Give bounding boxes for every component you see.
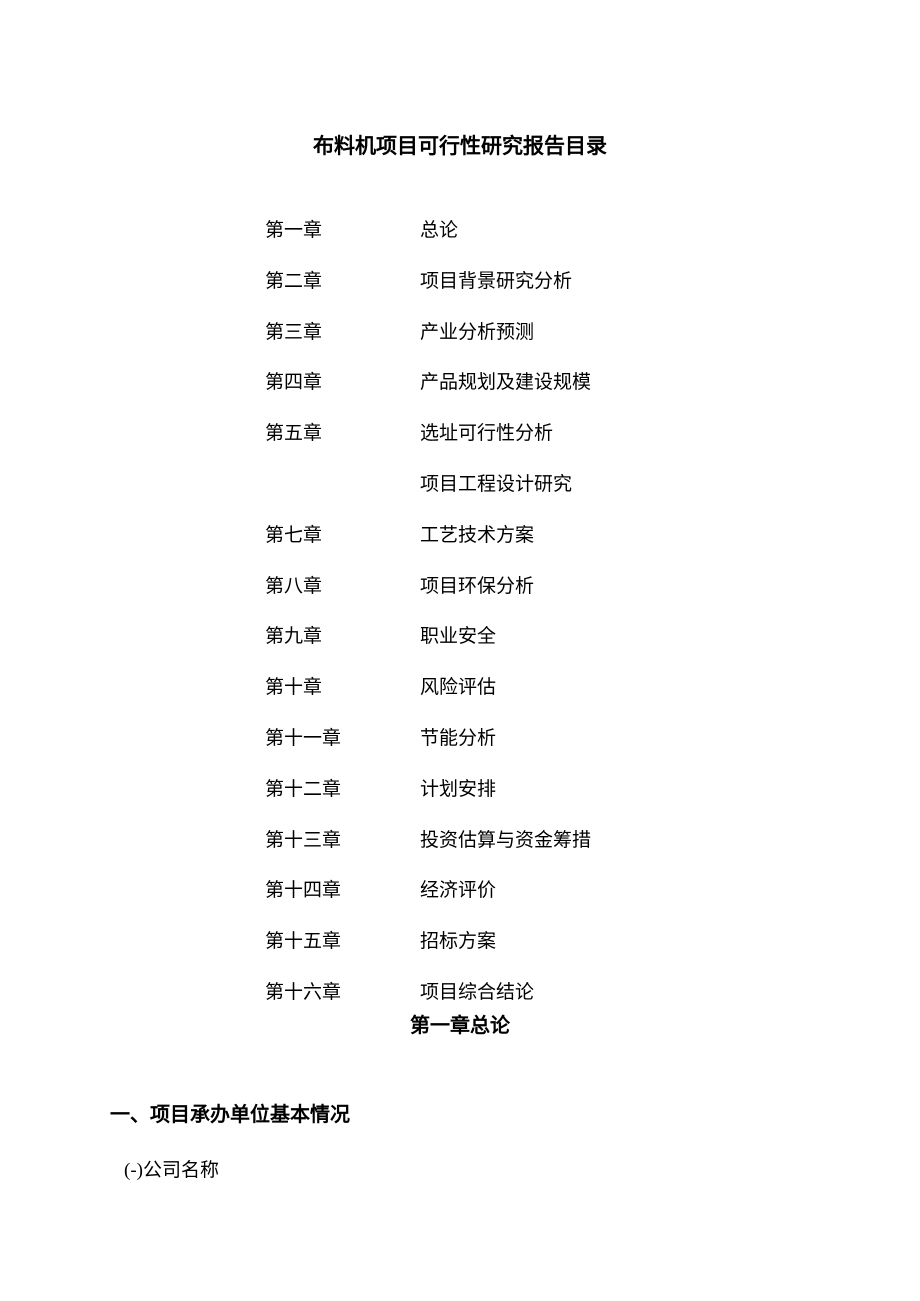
toc-chapter-label: 第一章	[265, 220, 420, 243]
table-of-contents: 第一章 总论 第二章 项目背景研究分析 第三章 产业分析预测 第四章 产品规划及…	[265, 220, 810, 1005]
toc-chapter-label: 第七章	[265, 525, 420, 548]
toc-item-title: 项目背景研究分析	[420, 271, 810, 294]
toc-item-title: 计划安排	[420, 779, 810, 802]
toc-row: 项目工程设计研究	[265, 474, 810, 497]
toc-item-title: 风险评估	[420, 677, 810, 700]
toc-row: 第十六章 项目综合结论	[265, 982, 810, 1005]
toc-row: 第三章 产业分析预测	[265, 322, 810, 345]
toc-row: 第十章 风险评估	[265, 677, 810, 700]
toc-row: 第七章 工艺技术方案	[265, 525, 810, 548]
toc-row: 第五章 选址可行性分析	[265, 423, 810, 446]
toc-row: 第二章 项目背景研究分析	[265, 271, 810, 294]
toc-item-title: 产业分析预测	[420, 322, 810, 345]
document-title: 布料机项目可行性研究报告目录	[110, 130, 810, 160]
toc-chapter-label: 第十四章	[265, 880, 420, 903]
toc-item-title: 工艺技术方案	[420, 525, 810, 548]
toc-row: 第一章 总论	[265, 220, 810, 243]
toc-chapter-label: 第十一章	[265, 728, 420, 751]
toc-chapter-label: 第十三章	[265, 830, 420, 853]
toc-chapter-label: 第九章	[265, 626, 420, 649]
toc-row: 第八章 项目环保分析	[265, 576, 810, 599]
chapter-heading: 第一章总论	[110, 1009, 810, 1038]
toc-item-title: 项目工程设计研究	[420, 474, 810, 497]
toc-chapter-label: 第十六章	[265, 982, 420, 1005]
toc-item-title: 投资估算与资金筹措	[420, 830, 810, 853]
toc-item-title: 总论	[420, 220, 810, 243]
toc-row: 第十五章 招标方案	[265, 931, 810, 954]
toc-chapter-label: 第五章	[265, 423, 420, 446]
toc-chapter-label: 第三章	[265, 322, 420, 345]
toc-chapter-label: 第四章	[265, 372, 420, 395]
toc-chapter-label: 第八章	[265, 576, 420, 599]
toc-item-title: 招标方案	[420, 931, 810, 954]
toc-row: 第十四章 经济评价	[265, 880, 810, 903]
toc-row: 第十三章 投资估算与资金筹措	[265, 830, 810, 853]
toc-item-title: 经济评价	[420, 880, 810, 903]
section-heading: 一、项目承办单位基本情况	[110, 1098, 810, 1127]
toc-item-title: 节能分析	[420, 728, 810, 751]
subsection-label: (-)公司名称	[124, 1155, 810, 1182]
toc-chapter-label: 第十章	[265, 677, 420, 700]
toc-chapter-label: 第十五章	[265, 931, 420, 954]
toc-item-title: 产品规划及建设规模	[420, 372, 810, 395]
toc-row: 第四章 产品规划及建设规模	[265, 372, 810, 395]
toc-item-title: 职业安全	[420, 626, 810, 649]
toc-chapter-label: 第二章	[265, 271, 420, 294]
toc-row: 第九章 职业安全	[265, 626, 810, 649]
toc-chapter-label: 第十二章	[265, 779, 420, 802]
toc-item-title: 项目环保分析	[420, 576, 810, 599]
toc-row: 第十二章 计划安排	[265, 779, 810, 802]
toc-chapter-label	[265, 474, 420, 497]
toc-row: 第十一章 节能分析	[265, 728, 810, 751]
toc-item-title: 选址可行性分析	[420, 423, 810, 446]
toc-item-title: 项目综合结论	[420, 982, 810, 1005]
